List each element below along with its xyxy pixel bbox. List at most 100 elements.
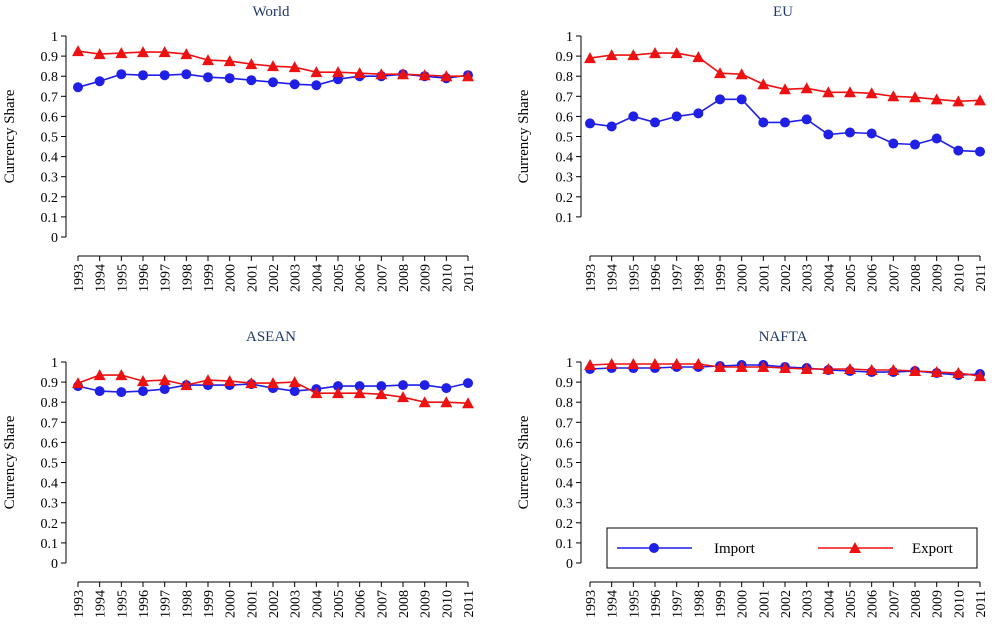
import-point (888, 138, 899, 149)
import-point (650, 117, 660, 128)
y-tick-label: 1 (566, 30, 573, 45)
export-point (974, 370, 986, 382)
export-point (584, 52, 596, 64)
y-axis-label: Currency Share (516, 89, 532, 183)
export-point (649, 47, 661, 59)
x-tick-label: 2001 (757, 264, 772, 292)
x-tick-label: 1993 (584, 590, 599, 618)
export-point (332, 66, 344, 78)
panel-world: World Currency Share 1 0.9 0.8 0.7 0.6 0.5 0.4 0.… (2, 4, 477, 292)
y-tick-label: 1 (51, 356, 58, 371)
y-tick-label: 0.8 (556, 396, 574, 411)
export-point (844, 363, 856, 375)
export-point (735, 361, 748, 373)
export-point (800, 82, 813, 94)
import-point (780, 117, 790, 128)
export-point (757, 78, 770, 90)
export-point (440, 396, 453, 408)
y-tick-label: 0.1 (556, 211, 574, 226)
x-tick-label: 2008 (909, 590, 924, 618)
y-tick-label: 0.3 (556, 497, 574, 512)
export-point (909, 91, 921, 103)
import-point (73, 82, 83, 93)
import-point (333, 381, 343, 392)
y-tick-label: 0.4 (556, 477, 574, 492)
panel-nafta: NAFTA Currency Share 1 0.9 0.8 0.7 0.6 0.5 0.4 0.… (516, 329, 989, 618)
export-point (418, 69, 431, 81)
export-point (714, 67, 726, 79)
export-point (462, 70, 474, 82)
import-point (224, 73, 235, 84)
import-point (268, 77, 278, 88)
y-axis-label: Currency Share (516, 415, 532, 509)
x-tick-label: 2001 (245, 590, 260, 618)
y-tick-label: 0.9 (556, 50, 574, 65)
legend-export-label: Export (912, 541, 954, 557)
x-tick-label: 1997 (671, 264, 686, 292)
legend-import-label: Import (714, 541, 756, 557)
export-point (779, 362, 791, 374)
export-point (223, 55, 236, 67)
y-tick-label: 0.6 (556, 110, 574, 125)
y-tick-label: 0.2 (41, 191, 59, 206)
export-point (310, 66, 323, 78)
import-point (181, 69, 192, 80)
export-point (93, 48, 106, 60)
export-point (800, 363, 813, 375)
export-point (952, 367, 965, 379)
x-tick-label: 1996 (649, 264, 664, 292)
y-tick-label: 0.6 (41, 110, 59, 125)
export-point (115, 47, 128, 59)
export-point (822, 363, 835, 375)
x-tick-label: 2006 (354, 590, 369, 618)
x-tick-label: 2011 (974, 590, 989, 617)
x-tick-label: 1996 (649, 590, 664, 618)
import-point (845, 127, 855, 138)
export-point (865, 87, 878, 99)
x-tick-label: 1996 (137, 264, 152, 292)
x-tick-label: 1998 (692, 264, 707, 292)
export-point (462, 397, 474, 409)
import-point (628, 111, 639, 122)
y-axis-label: Currency Share (2, 415, 18, 509)
x-tick-label: 2006 (354, 264, 369, 292)
import-point (823, 129, 834, 140)
import-point (419, 380, 430, 391)
y-tick-label: 0.3 (41, 171, 59, 186)
y-tick-label: 1 (51, 30, 58, 45)
x-tick-label: 2009 (931, 590, 946, 618)
x-tick-label: 2000 (736, 590, 751, 618)
export-point (137, 46, 149, 58)
y-tick-label: 0.7 (41, 416, 59, 431)
export-point (93, 369, 106, 381)
y-tick-label: 0.1 (41, 211, 59, 226)
x-tick-label: 1994 (606, 264, 621, 292)
export-point (267, 60, 279, 72)
import-point (801, 114, 812, 125)
export-point (180, 48, 193, 60)
import-point (953, 145, 964, 156)
legend-import-marker (649, 543, 659, 553)
import-point (736, 94, 747, 105)
x-tick-label: 1995 (115, 264, 130, 292)
y-tick-label: 0.5 (41, 457, 59, 472)
y-tick-label: 0 (51, 231, 58, 246)
x-tick-label: 2007 (375, 264, 390, 292)
export-point (288, 376, 301, 388)
import-point (463, 378, 473, 389)
import-point (203, 72, 213, 83)
y-tick-label: 0.1 (41, 537, 59, 552)
export-point (397, 391, 409, 403)
export-point (72, 377, 84, 389)
import-point (354, 381, 365, 392)
export-point (158, 374, 171, 386)
export-point (844, 86, 856, 98)
x-tick-label: 2001 (245, 264, 260, 292)
import-point (376, 381, 387, 392)
export-point (822, 86, 835, 98)
export-point (735, 68, 748, 80)
export-point (887, 364, 900, 376)
y-tick-label: 1 (566, 356, 573, 371)
y-tick-label: 0 (51, 557, 58, 572)
export-point (649, 358, 661, 370)
